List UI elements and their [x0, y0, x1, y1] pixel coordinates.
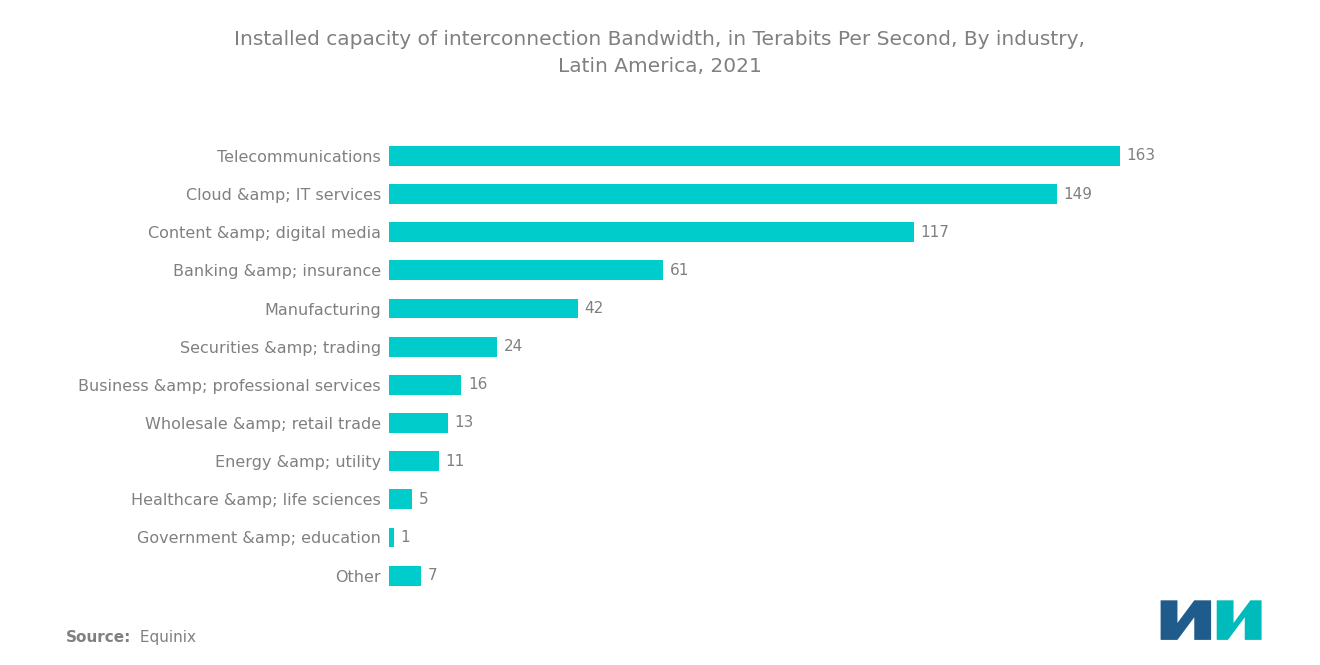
Text: 163: 163: [1126, 148, 1155, 164]
Bar: [389, 299, 578, 319]
Text: 1: 1: [400, 530, 411, 545]
Bar: [389, 146, 1119, 166]
Bar: [389, 222, 913, 242]
Text: 24: 24: [504, 339, 523, 354]
Text: 16: 16: [467, 377, 487, 392]
Text: Latin America, 2021: Latin America, 2021: [558, 57, 762, 76]
Bar: [389, 489, 412, 509]
Bar: [389, 184, 1057, 204]
Text: Equinix: Equinix: [135, 630, 195, 645]
Bar: [389, 527, 393, 547]
Text: 13: 13: [454, 416, 474, 430]
Bar: [389, 452, 438, 471]
Bar: [389, 336, 496, 356]
Text: 61: 61: [669, 263, 689, 278]
Bar: [389, 375, 461, 395]
Text: Source:: Source:: [66, 630, 132, 645]
Polygon shape: [1160, 600, 1212, 640]
Text: 11: 11: [445, 454, 465, 469]
Bar: [389, 261, 663, 280]
Text: 149: 149: [1064, 187, 1093, 201]
Text: 117: 117: [920, 225, 949, 239]
Polygon shape: [1217, 600, 1262, 640]
Bar: [389, 566, 421, 585]
Text: 42: 42: [585, 301, 603, 316]
Text: 5: 5: [418, 492, 428, 507]
Bar: [389, 413, 447, 433]
Text: Installed capacity of interconnection Bandwidth, in Terabits Per Second, By indu: Installed capacity of interconnection Ba…: [235, 30, 1085, 49]
Text: 7: 7: [428, 568, 437, 583]
